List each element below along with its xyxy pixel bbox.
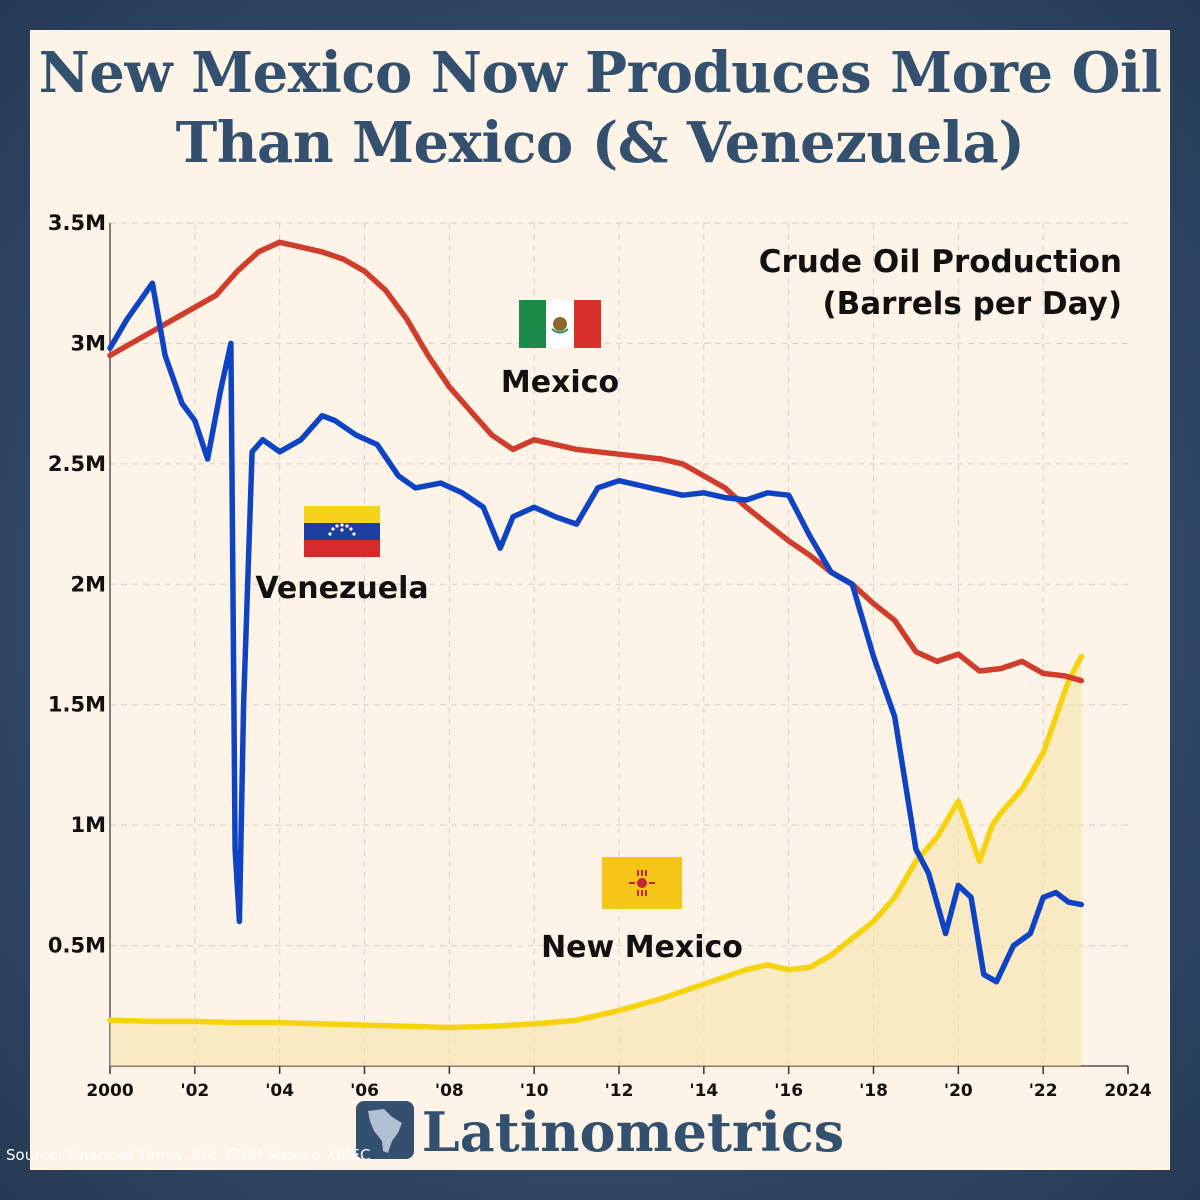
label-new-mexico: New Mexico bbox=[541, 930, 743, 965]
y-tick-label: 3M bbox=[70, 331, 106, 355]
x-tick-label: 2000 bbox=[86, 1081, 133, 1101]
source-note: Source: Financial Times, EIA, CNIH Mexic… bbox=[6, 1146, 371, 1164]
venezuela-flag-icon bbox=[304, 506, 380, 557]
y-tick-label: 2M bbox=[70, 572, 106, 596]
mexico-flag-icon bbox=[519, 300, 601, 348]
y-tick-label: 2.5M bbox=[48, 452, 106, 476]
label-venezuela: Venezuela bbox=[255, 571, 428, 606]
x-tick-label: '14 bbox=[689, 1081, 718, 1101]
x-tick-label: '12 bbox=[605, 1081, 634, 1101]
x-tick-label: '10 bbox=[520, 1081, 549, 1101]
label-mexico: Mexico bbox=[501, 365, 619, 400]
subtitle-line-2: (Barrels per Day) bbox=[822, 286, 1122, 322]
new-mexico-flag-icon bbox=[602, 857, 682, 909]
y-tick-label: 1.5M bbox=[48, 693, 106, 717]
x-tick-label: '02 bbox=[180, 1081, 209, 1101]
x-tick-label: 2024 bbox=[1104, 1081, 1151, 1101]
y-tick-label: 3.5M bbox=[48, 211, 106, 235]
series-layer bbox=[107, 239, 1085, 1066]
x-tick-label: '22 bbox=[1029, 1081, 1058, 1101]
subtitle-line-1: Crude Oil Production bbox=[759, 244, 1122, 280]
x-tick-label: '18 bbox=[859, 1081, 888, 1101]
x-tick-label: '04 bbox=[265, 1081, 294, 1101]
new-mexico-area bbox=[110, 656, 1082, 1066]
series-line-venezuela bbox=[107, 280, 1085, 985]
axes: 3.5M 3M 2.5M 2M 1.5M 1M 0.5M 2000 '02 '04 '06 '08 '1… bbox=[48, 211, 1152, 1101]
x-tick-label: '08 bbox=[435, 1081, 464, 1101]
series-line-new-mexico bbox=[107, 653, 1085, 1031]
brand: Latinometrics bbox=[30, 1100, 1170, 1164]
x-tick-label: '06 bbox=[350, 1081, 379, 1101]
series-line-mexico bbox=[107, 239, 1085, 684]
card: New Mexico Now Produces More Oil Than Me… bbox=[30, 30, 1170, 1170]
x-tick-label: '20 bbox=[944, 1081, 973, 1101]
brand-name: Latinometrics bbox=[421, 1100, 845, 1164]
chart-title: New Mexico Now Produces More Oil Than Me… bbox=[38, 40, 1162, 176]
y-tick-label: 1M bbox=[70, 813, 106, 837]
chart-svg: 3.5M 3M 2.5M 2M 1.5M 1M 0.5M 2000 '02 '04 '06 '08 '1… bbox=[48, 211, 1152, 1101]
latin-america-map-icon bbox=[355, 1101, 414, 1159]
x-tick-label: '16 bbox=[774, 1081, 803, 1101]
y-tick-label: 0.5M bbox=[48, 934, 106, 958]
